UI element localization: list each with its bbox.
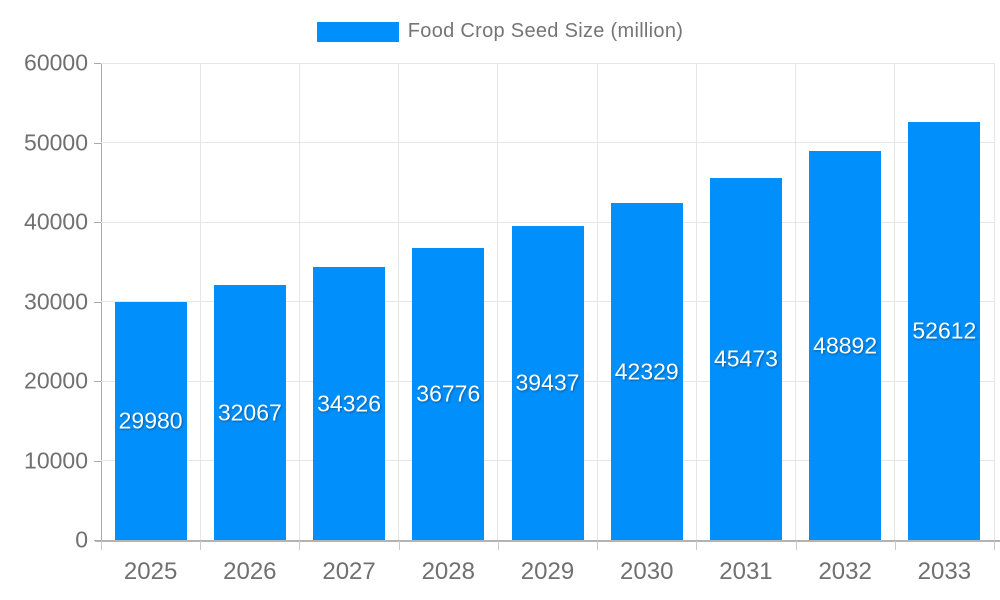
x-tick-mark bbox=[101, 541, 102, 550]
x-gridline bbox=[596, 63, 598, 540]
x-axis-label: 2030 bbox=[620, 558, 674, 585]
x-gridline bbox=[795, 63, 797, 540]
bar-value-label: 36776 bbox=[416, 380, 481, 407]
bar-value-label: 52612 bbox=[912, 317, 977, 344]
y-axis-label: 20000 bbox=[24, 367, 88, 394]
bar-2032[interactable] bbox=[809, 151, 882, 540]
y-axis-label: 10000 bbox=[24, 447, 88, 473]
bar-value-label: 42329 bbox=[614, 358, 679, 384]
bar-2029[interactable] bbox=[511, 226, 584, 540]
x-tick-mark bbox=[299, 541, 301, 550]
x-tick-mark bbox=[894, 541, 896, 550]
x-axis-line bbox=[95, 540, 1000, 542]
x-gridline bbox=[199, 63, 201, 540]
bar-2025[interactable] bbox=[114, 302, 187, 540]
y-tick-mark bbox=[94, 540, 101, 541]
bar-value-label: 29980 bbox=[118, 407, 183, 434]
plot-area bbox=[101, 62, 995, 540]
x-axis-label: 2026 bbox=[223, 558, 277, 585]
bar-value-label: 45473 bbox=[713, 345, 778, 372]
x-axis-label: 2032 bbox=[818, 558, 872, 585]
y-tick-mark bbox=[94, 222, 101, 223]
bar-2031[interactable] bbox=[709, 178, 782, 540]
x-tick-mark bbox=[795, 541, 797, 550]
x-axis-label: 2025 bbox=[123, 558, 178, 585]
legend-label: Food Crop Seed Size (million) bbox=[407, 20, 684, 42]
x-tick-mark bbox=[497, 541, 499, 550]
legend-swatch bbox=[316, 21, 399, 42]
y-axis-label: 30000 bbox=[24, 288, 88, 314]
y-axis-label: 50000 bbox=[24, 129, 88, 155]
x-gridline bbox=[894, 63, 896, 540]
x-gridline bbox=[497, 63, 499, 540]
y-gridline bbox=[101, 62, 994, 64]
x-tick-mark bbox=[398, 541, 400, 550]
y-axis-label: 60000 bbox=[24, 49, 88, 76]
x-tick-mark bbox=[597, 541, 599, 550]
x-axis-label: 2027 bbox=[322, 558, 376, 585]
x-tick-mark bbox=[696, 541, 698, 550]
bar-2026[interactable] bbox=[213, 285, 286, 540]
x-axis-label: 2031 bbox=[719, 558, 773, 585]
bar-value-label: 39437 bbox=[515, 369, 580, 396]
y-tick-mark bbox=[94, 381, 101, 382]
bar-2028[interactable] bbox=[412, 248, 485, 540]
y-axis-label: 0 bbox=[75, 526, 88, 553]
x-tick-mark bbox=[994, 541, 995, 550]
y-gridline bbox=[101, 221, 994, 223]
x-gridline bbox=[298, 63, 300, 540]
x-gridline bbox=[398, 63, 400, 540]
y-gridline bbox=[101, 142, 994, 143]
bar-2033[interactable] bbox=[908, 122, 981, 540]
y-axis-label: 40000 bbox=[24, 208, 88, 235]
bar-2027[interactable] bbox=[313, 267, 386, 540]
y-tick-mark bbox=[94, 460, 101, 462]
bar-value-label: 34326 bbox=[317, 390, 382, 416]
x-axis-label: 2029 bbox=[520, 558, 575, 585]
y-tick-mark bbox=[94, 301, 101, 303]
x-axis-label: 2028 bbox=[421, 558, 475, 585]
bar-2030[interactable] bbox=[610, 203, 683, 540]
x-gridline bbox=[993, 63, 995, 540]
y-tick-mark bbox=[94, 63, 101, 64]
x-axis-label: 2033 bbox=[917, 558, 972, 585]
x-tick-mark bbox=[200, 541, 202, 550]
y-tick-mark bbox=[94, 142, 101, 144]
bar-value-label: 48892 bbox=[813, 332, 878, 358]
bar-value-label: 32067 bbox=[217, 399, 282, 425]
chart-legend[interactable]: Food Crop Seed Size (million) bbox=[0, 20, 1000, 43]
x-gridline bbox=[695, 63, 697, 540]
